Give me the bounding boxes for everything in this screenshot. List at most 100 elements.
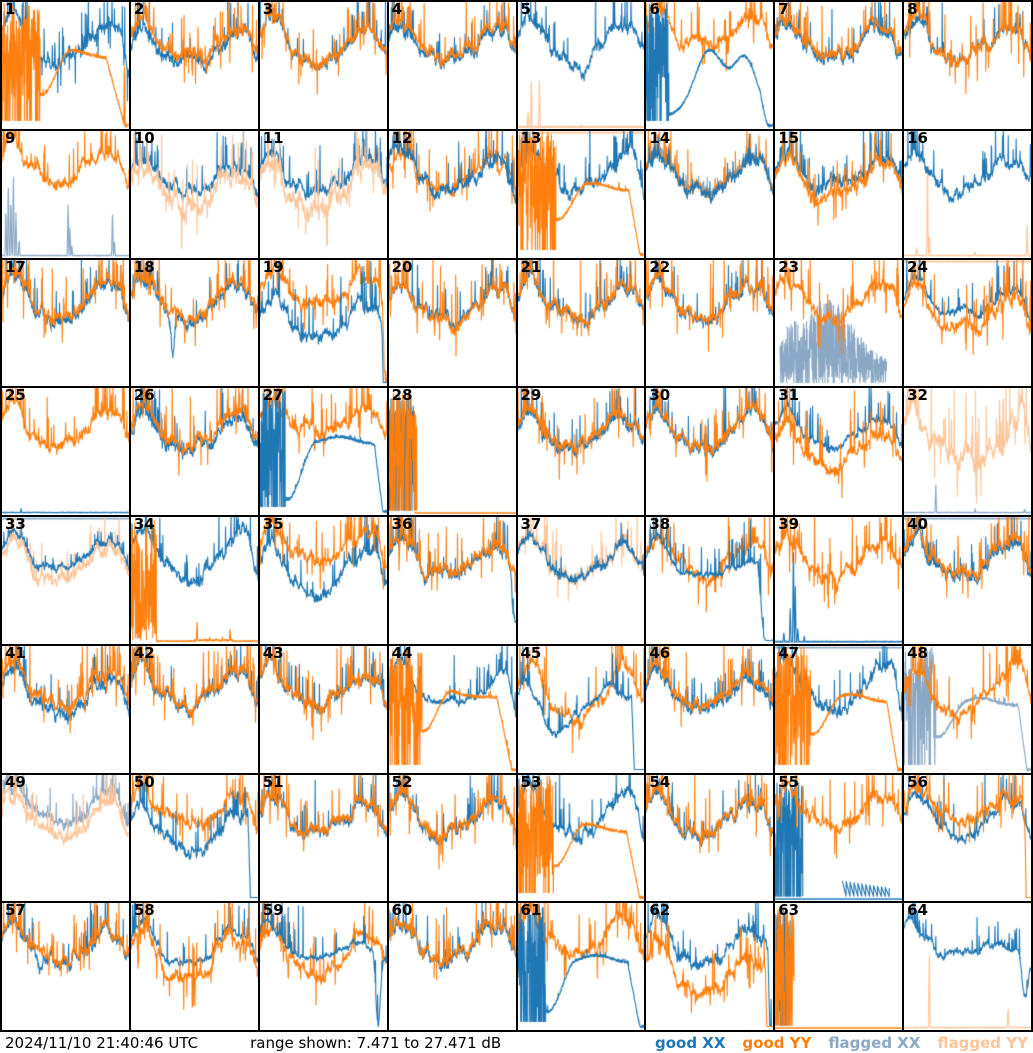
subplot-panel-64: 64 (904, 903, 1033, 1032)
trace-canvas (259, 388, 387, 515)
subplot-panel-2: 2 (130, 2, 260, 131)
panel-number: 42 (133, 645, 155, 662)
panel-number: 50 (133, 774, 155, 791)
trace-canvas (388, 517, 516, 644)
trace-canvas (2, 774, 129, 902)
trace-canvas (904, 2, 1031, 129)
trace-canvas (130, 130, 258, 258)
subplot-panel-13: 13 (517, 130, 647, 260)
subplot-panel-14: 14 (646, 130, 776, 260)
subplot-panel-8: 8 (904, 2, 1033, 131)
trace-canvas (388, 645, 516, 773)
subplot-panel-60: 60 (388, 903, 518, 1032)
panel-number: 44 (391, 645, 413, 662)
trace-canvas (388, 774, 516, 902)
subplot-panel-45: 45 (517, 645, 647, 775)
panel-number: 27 (262, 388, 284, 405)
panel-number: 30 (649, 388, 671, 405)
panel-number: 3 (262, 2, 274, 18)
panel-number: 11 (262, 130, 284, 147)
subplot-panel-17: 17 (2, 259, 131, 389)
subplot-panel-50: 50 (130, 774, 260, 904)
trace-canvas (130, 903, 258, 1030)
subplot-panel-57: 57 (2, 903, 131, 1032)
subplot-panel-54: 54 (646, 774, 776, 904)
status-bar: 2024/11/10 21:40:46 UTC range shown: 7.4… (0, 1032, 1033, 1053)
trace-canvas (259, 259, 387, 387)
trace-canvas (646, 130, 774, 258)
trace-canvas (388, 388, 516, 515)
trace-canvas (517, 2, 645, 129)
trace-canvas (388, 130, 516, 258)
trace-canvas (904, 645, 1031, 773)
subplot-panel-6: 6 (646, 2, 776, 131)
panel-number: 49 (5, 774, 26, 791)
trace-canvas (2, 517, 129, 644)
subplot-panel-53: 53 (517, 774, 647, 904)
panel-number: 25 (5, 388, 26, 405)
trace-canvas (2, 259, 129, 387)
subplot-panel-59: 59 (259, 903, 389, 1032)
trace-canvas (775, 517, 903, 644)
subplot-panel-52: 52 (388, 774, 518, 904)
subplot-panel-18: 18 (130, 259, 260, 389)
timestamp: 2024/11/10 21:40:46 UTC (5, 1033, 199, 1052)
subplot-panel-32: 32 (904, 388, 1033, 517)
subplot-panel-33: 33 (2, 517, 131, 646)
panel-number: 48 (907, 645, 928, 662)
trace-canvas (259, 774, 387, 902)
panel-number: 56 (907, 774, 928, 791)
panel-number: 2 (133, 2, 145, 18)
subplot-panel-49: 49 (2, 774, 131, 904)
trace-canvas (904, 130, 1031, 258)
trace-canvas (517, 774, 645, 902)
subplot-panel-42: 42 (130, 645, 260, 775)
trace-canvas (388, 2, 516, 129)
panel-number: 55 (778, 774, 800, 791)
trace-canvas (775, 903, 903, 1030)
subplot-panel-20: 20 (388, 259, 518, 389)
panel-number: 13 (520, 130, 542, 147)
panel-number: 36 (391, 517, 413, 533)
trace-canvas (388, 903, 516, 1030)
legend-good-yy: good YY (742, 1033, 812, 1052)
subplot-panel-47: 47 (775, 645, 905, 775)
trace-canvas (904, 774, 1031, 902)
panel-number: 46 (649, 645, 671, 662)
subplot-panel-58: 58 (130, 903, 260, 1032)
panel-number: 4 (391, 2, 403, 18)
panel-number: 32 (907, 388, 928, 405)
panel-number: 7 (778, 2, 789, 18)
subplot-panel-31: 31 (775, 388, 905, 517)
panel-number: 64 (907, 903, 928, 920)
subplot-panel-3: 3 (259, 2, 389, 131)
panel-number: 15 (778, 130, 800, 147)
panel-number: 19 (262, 259, 284, 276)
trace-canvas (130, 259, 258, 387)
trace-canvas (775, 2, 903, 129)
panel-number: 14 (649, 130, 671, 147)
subplot-panel-25: 25 (2, 388, 131, 517)
panel-number: 40 (907, 517, 928, 533)
trace-canvas (2, 2, 129, 129)
trace-canvas (775, 130, 903, 258)
subplot-panel-19: 19 (259, 259, 389, 389)
panel-number: 57 (5, 903, 26, 920)
panel-number: 17 (5, 259, 26, 276)
subplot-panel-4: 4 (388, 2, 518, 131)
panel-number: 59 (262, 903, 284, 920)
panel-number: 34 (133, 517, 155, 533)
subplot-panel-48: 48 (904, 645, 1033, 775)
legend-flagged-yy: flagged YY (937, 1033, 1028, 1052)
trace-canvas (517, 259, 645, 387)
subplot-panel-40: 40 (904, 517, 1033, 646)
panel-number: 43 (262, 645, 284, 662)
subplot-panel-41: 41 (2, 645, 131, 775)
panel-number: 12 (391, 130, 413, 147)
trace-canvas (904, 388, 1031, 515)
subplot-panel-35: 35 (259, 517, 389, 646)
trace-canvas (130, 388, 258, 515)
panel-number: 18 (133, 259, 155, 276)
subplot-panel-21: 21 (517, 259, 647, 389)
